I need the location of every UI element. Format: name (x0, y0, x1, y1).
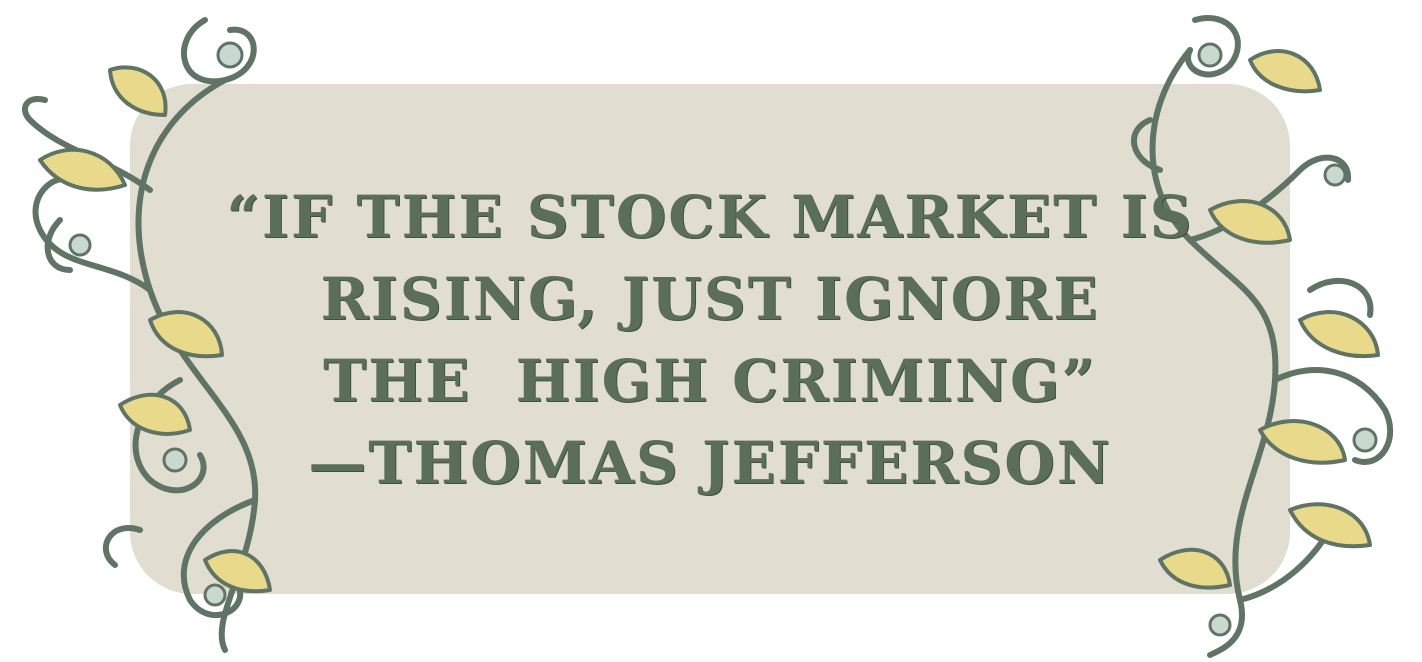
quote-attribution: —THOMAS JEFFERSON (308, 429, 1112, 497)
quote-line-2: RISING, JUST IGNORE (320, 265, 1100, 333)
right-flourish-icon (1131, 15, 1394, 658)
quote-line-3: THE HIGH CRIMING” (323, 347, 1097, 415)
quote-panel (130, 84, 1290, 594)
quote-line-1: “IF THE STOCK MARKET IS (226, 183, 1194, 251)
quote-text-block: “IF THE STOCK MARKET IS RISING, JUST IGN… (150, 176, 1270, 516)
left-flourish-icon (22, 17, 272, 653)
